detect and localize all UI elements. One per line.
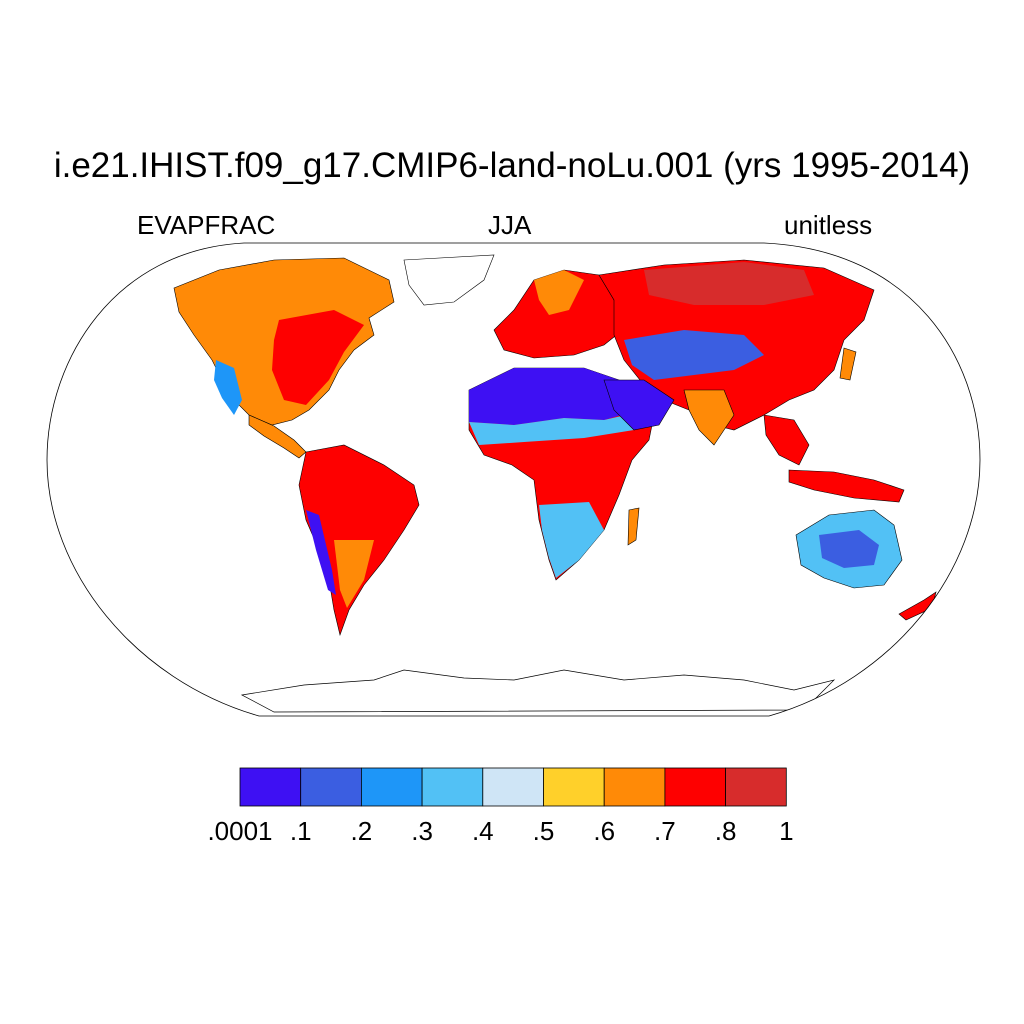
- season-label: JJA: [488, 210, 532, 240]
- land-antarctica: [240, 669, 836, 713]
- colorbar: .0001 .1 .2 .3 .4 .5 .6 .7 .8 1: [207, 767, 794, 846]
- land-south-america-south: [334, 540, 374, 608]
- land-scandinavia: [534, 270, 584, 315]
- colorbar-tick-label: .0001: [207, 816, 272, 846]
- colorbar-tick-label: .7: [654, 816, 676, 846]
- colorbar-box: [725, 767, 787, 807]
- colorbar-tick-label: .4: [472, 816, 494, 846]
- colorbar-tick-label: .2: [351, 816, 373, 846]
- land-north-america-west: [214, 360, 242, 415]
- land-southeast-asia: [763, 414, 810, 466]
- world-map: [46, 242, 981, 717]
- land-central-america: [248, 414, 307, 459]
- colorbar-box: [603, 767, 666, 807]
- land-indonesia: [788, 469, 905, 503]
- land-australia-interior: [819, 530, 879, 568]
- land-siberia: [644, 262, 814, 305]
- colorbar-box: [482, 767, 544, 807]
- globe-border: [46, 242, 981, 717]
- colorbar-box: [360, 767, 423, 807]
- map-title: i.e21.IHIST.f09_g17.CMIP6-land-noLu.001 …: [53, 146, 971, 185]
- land-southern-africa: [539, 502, 604, 578]
- land-sahel: [469, 412, 639, 445]
- colorbar-tick-label: .6: [593, 816, 615, 846]
- land-arabia: [603, 379, 675, 431]
- land-india: [683, 389, 735, 446]
- colorbar-tick-label: 1: [779, 816, 793, 846]
- land-greenland: [403, 254, 495, 306]
- colorbar-tick-label: .8: [715, 816, 737, 846]
- colorbar-box: [421, 767, 484, 807]
- land-north-america-east: [272, 310, 364, 405]
- colorbar-box: [300, 767, 362, 807]
- land-south-america-andes: [306, 510, 336, 595]
- land-central-asia: [624, 330, 764, 380]
- colorbar-tick-label: .5: [533, 816, 555, 846]
- colorbar-tick-label: .1: [290, 816, 312, 846]
- land-new-zealand: [898, 591, 937, 621]
- land-madagascar: [627, 507, 640, 546]
- colorbar-box: [543, 767, 605, 807]
- colorbar-box: [239, 767, 302, 807]
- colorbar-tick-label: .3: [411, 816, 433, 846]
- land-sahara: [469, 368, 639, 425]
- colorbar-box: [664, 767, 727, 807]
- units-label: unitless: [784, 210, 873, 240]
- land-japan: [839, 347, 857, 381]
- variable-label: EVAPFRAC: [137, 210, 276, 240]
